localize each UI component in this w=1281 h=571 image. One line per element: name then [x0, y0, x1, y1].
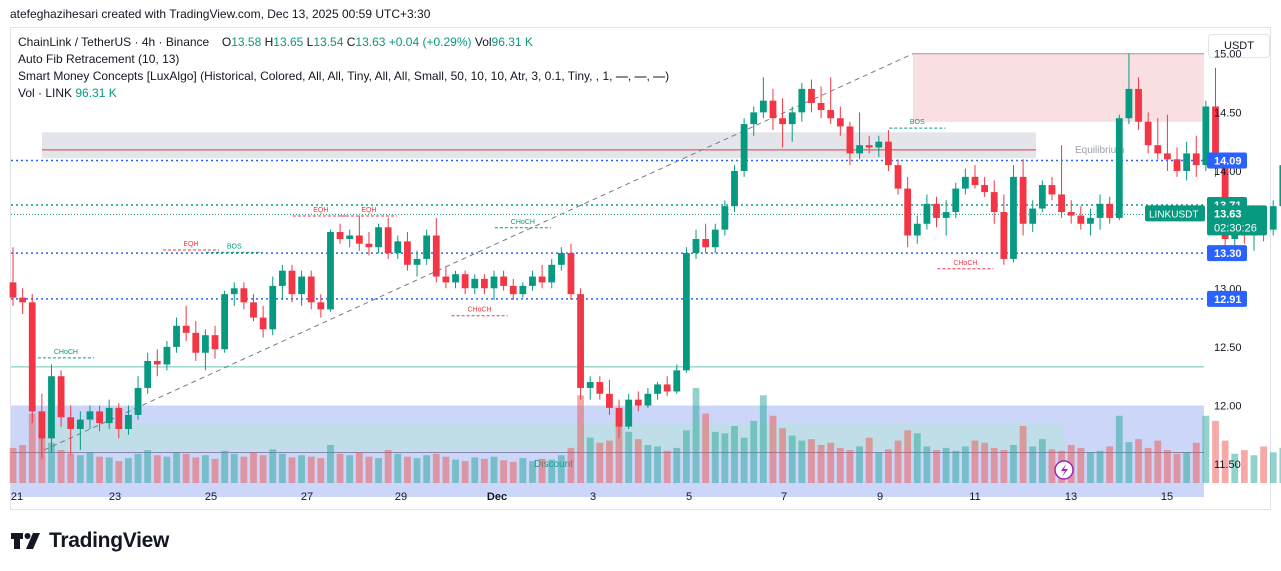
- legend-vol-label: Vol: [474, 35, 492, 49]
- legend-low-value: 13.54: [313, 35, 344, 49]
- legend-vol-value: 96.31 K: [491, 35, 533, 49]
- author-line: atefeghazihesari created with TradingVie…: [10, 7, 431, 21]
- legend-change: +0.04 (+0.29%): [388, 35, 472, 49]
- legend-low-label: L: [306, 35, 314, 49]
- legend-symbol[interactable]: ChainLink / TetherUS · 4h · Binance: [18, 35, 210, 49]
- legend-smc-indicator[interactable]: Smart Money Concepts [LuxAlgo] (Historic…: [18, 69, 670, 83]
- legend-volume-label[interactable]: Vol · LINK: [18, 86, 73, 100]
- currency-unit-button[interactable]: USDT: [1208, 34, 1270, 58]
- legend-ohlc-row: ChainLink / TetherUS · 4h · Binance O13.…: [18, 34, 533, 51]
- legend-open-value: 13.58: [231, 35, 262, 49]
- tradingview-brand-name: TradingView: [49, 529, 170, 552]
- legend-fib-indicator[interactable]: Auto Fib Retracement (10, 13): [18, 52, 180, 66]
- legend-high-label: H: [264, 35, 274, 49]
- legend-volume-value: 96.31 K: [75, 86, 117, 100]
- tradingview-logo-icon: [11, 533, 40, 549]
- legend-close-label: C: [346, 35, 356, 49]
- chart-frame: [10, 27, 1271, 510]
- legend-open-label: O: [221, 35, 232, 49]
- legend-volume-row: Vol · LINK 96.31 K: [18, 85, 117, 102]
- legend-close-value: 13.63: [355, 35, 386, 49]
- tradingview-brand[interactable]: TradingView: [11, 529, 169, 553]
- legend-high-value: 13.65: [273, 35, 304, 49]
